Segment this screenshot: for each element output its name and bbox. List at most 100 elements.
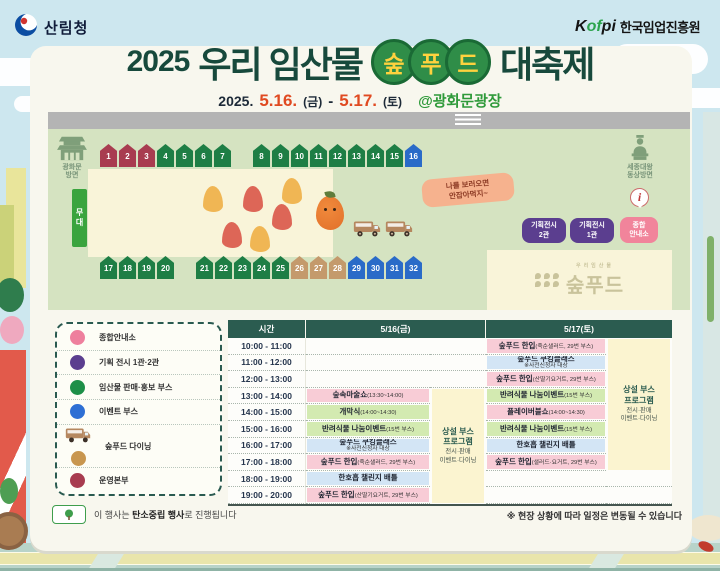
soopfood-logo-icon	[534, 273, 560, 287]
food-truck-icon	[353, 218, 381, 239]
booth: 23	[234, 256, 251, 279]
event-sub: (죽순샐러드, 29번 부스)	[535, 343, 594, 350]
event-breath-challenge: 한호흡 챌린지 배틀	[307, 471, 429, 486]
col-header-time: 시간	[228, 320, 306, 338]
side-blank	[606, 471, 672, 488]
kofpi-name: 한국임업진흥원	[619, 20, 701, 35]
event-sub: (산딸기요거트, 29번 부스)	[354, 492, 418, 499]
legend-label: 임산물 판매·홍보 부스	[99, 382, 173, 392]
booth: 26	[291, 256, 308, 279]
event-sub: (15번 부스)	[386, 426, 415, 433]
event-sub: (죽순샐러드, 29번 부스)	[357, 459, 416, 466]
booth: 7	[214, 144, 231, 167]
title-pre: 우리 임산물	[198, 44, 364, 85]
legend-dining-icons	[65, 426, 91, 466]
tree-decor	[0, 278, 24, 312]
side-sub-line1: 전시·판매	[445, 448, 471, 456]
day1-permanent-booth-box: 상설 부스 프로그램 전시·판매 이벤트·다이닝	[432, 388, 484, 503]
event-title: 숲푸드 쿠킹클래스	[339, 438, 397, 447]
schedule-change-note: ※ 현장 상황에 따라 일정은 변동될 수 있습니다	[506, 511, 682, 521]
event-plant-giveaway: 반려식물 나눔이벤트(15번 부스)	[487, 388, 605, 403]
forest-service-emblem-icon	[14, 13, 38, 42]
kofpi-logo: Kofpi 한국임업진흥원	[575, 17, 701, 36]
carbon-neutral-logo-icon	[52, 505, 86, 524]
event-note: ※사전신청자 대상	[524, 363, 568, 370]
event-slot: 개막식(14:00~14:30)	[306, 404, 430, 421]
date-prefix: 2025.	[218, 93, 254, 109]
event-slot: 플레이버블쇼(14:00~14:30)	[486, 404, 606, 421]
info-line1: 종합	[632, 221, 646, 229]
legend-label: 운영본부	[99, 475, 129, 485]
side-title-line1: 상설 부스	[623, 385, 655, 395]
info-line2: 안내소	[629, 231, 649, 238]
ground-path	[0, 552, 720, 565]
side-sub-line2: 이벤트·다이닝	[620, 415, 658, 423]
statue-label-line2: 동상방면	[627, 172, 653, 180]
event-cooking-class: 숲푸드 쿠킹클래스 ※사전신청자 대상	[307, 438, 429, 453]
mascot-blob	[250, 226, 270, 252]
exhibit-hall-1: 기획전시 1관	[570, 218, 614, 243]
event-title: 숲푸드 한입	[498, 340, 536, 350]
soopfood-badge: 숲 푸 드	[370, 39, 491, 85]
booth: 20	[157, 256, 174, 279]
title-post: 대축제	[499, 44, 595, 85]
event-slot-empty	[306, 338, 430, 355]
exhibit-hall-2: 기획전시 2관	[522, 218, 566, 243]
day2-permanent-booth-box: 상설 부스 프로그램 전시·판매 이벤트·다이닝	[608, 339, 670, 470]
event-title: 숲푸드 한입	[318, 489, 355, 499]
event-opening-ceremony: 개막식(14:00~14:30)	[307, 405, 429, 419]
carbon-neutral-text: 이 행사는 탄소중립 행사로 진행됩니다	[94, 508, 237, 521]
side-blank	[430, 371, 486, 388]
event-title: 숲푸드 한입	[320, 456, 358, 466]
legend-label: 숲푸드 다이닝	[105, 441, 152, 451]
event-magic-show: 숲속마술쇼(13:30~14:00)	[307, 388, 429, 403]
event-breath-challenge: 한호흡 챌린지 배틀	[487, 438, 605, 453]
event-slot: 반려식물 나눔이벤트(15번 부스)	[486, 388, 606, 405]
event-sub: (14:00~14:30)	[360, 409, 397, 416]
plate-decor	[688, 515, 720, 541]
booth: 17	[100, 256, 117, 279]
stage: 무대	[72, 189, 87, 247]
time-cell: 10:00 - 11:00	[228, 338, 306, 355]
title-year: 2025	[126, 45, 191, 78]
booth: 28	[329, 256, 346, 279]
time-cell: 12:00 - 13:00	[228, 371, 306, 388]
time-cell: 11:00 - 12:00	[228, 354, 306, 372]
exhibit2-line1: 기획전시	[531, 222, 557, 230]
event-slot: 반려식물 나눔이벤트(15번 부스)	[486, 421, 606, 438]
side-sub-line2: 이벤트·다이닝	[439, 456, 477, 464]
plant-decor	[707, 236, 714, 322]
event-title: 반려식물 나눔이벤트	[499, 390, 565, 400]
right-panel-decor	[703, 112, 720, 545]
event-one-bite: 숲푸드 한입(죽순샐러드, 29번 부스)	[487, 339, 605, 353]
time-cell: 16:00 - 17:00	[228, 437, 306, 455]
event-one-bite: 숲푸드 한입(산딸기요거트, 29번 부스)	[307, 488, 429, 502]
mascot-blob	[282, 178, 302, 204]
date-end-day: (토)	[383, 95, 403, 109]
booth-row-bottom-b: 21 22 23 24 25 26 27 28 29 30 31 32	[196, 256, 422, 279]
event-slot-empty	[306, 371, 430, 388]
booth: 27	[310, 256, 327, 279]
food-truck-icon	[65, 426, 91, 449]
gwanghwamun-direction-label: 광화문 방면	[50, 164, 94, 181]
booth: 32	[405, 256, 422, 279]
map-legend: 종합안내소 기획 전시 1관·2관 임산물 판매·홍보 부스 이벤트 부스 숲푸…	[55, 322, 222, 496]
legend-label: 기획 전시 1관·2관	[99, 358, 160, 367]
persimmon-mascot	[316, 196, 344, 230]
event-cooking-class: 숲푸드 쿠킹클래스 ※사전신청자 대상	[487, 355, 605, 370]
gate-label-line1: 광화문	[62, 164, 82, 171]
venue-label: @광화문광장	[418, 93, 502, 110]
legend-dot-darkred	[70, 472, 85, 488]
venue-map: 우리임산물 숲푸드 광화문 방면 세종대왕 동상방면 무대 1 2 3 4 5 …	[48, 112, 690, 310]
event-slot: 한호흡 챌린지 배틀	[306, 471, 430, 488]
side-blank	[430, 338, 486, 355]
event-slot: 숲푸드 한입(산딸기요거트, 29번 부스)	[486, 371, 606, 388]
event-title: 숲푸드 한입	[495, 456, 532, 466]
gwanghwamun-gate-icon	[56, 134, 88, 167]
booth: 19	[138, 256, 155, 279]
booth: 9	[272, 144, 289, 167]
event-sub: (15번 부스)	[564, 426, 593, 433]
event-one-bite: 숲푸드 한입(산딸기요거트, 29번 부스)	[487, 372, 605, 386]
booth: 8	[253, 144, 270, 167]
time-cell: 17:00 - 18:00	[228, 454, 306, 471]
